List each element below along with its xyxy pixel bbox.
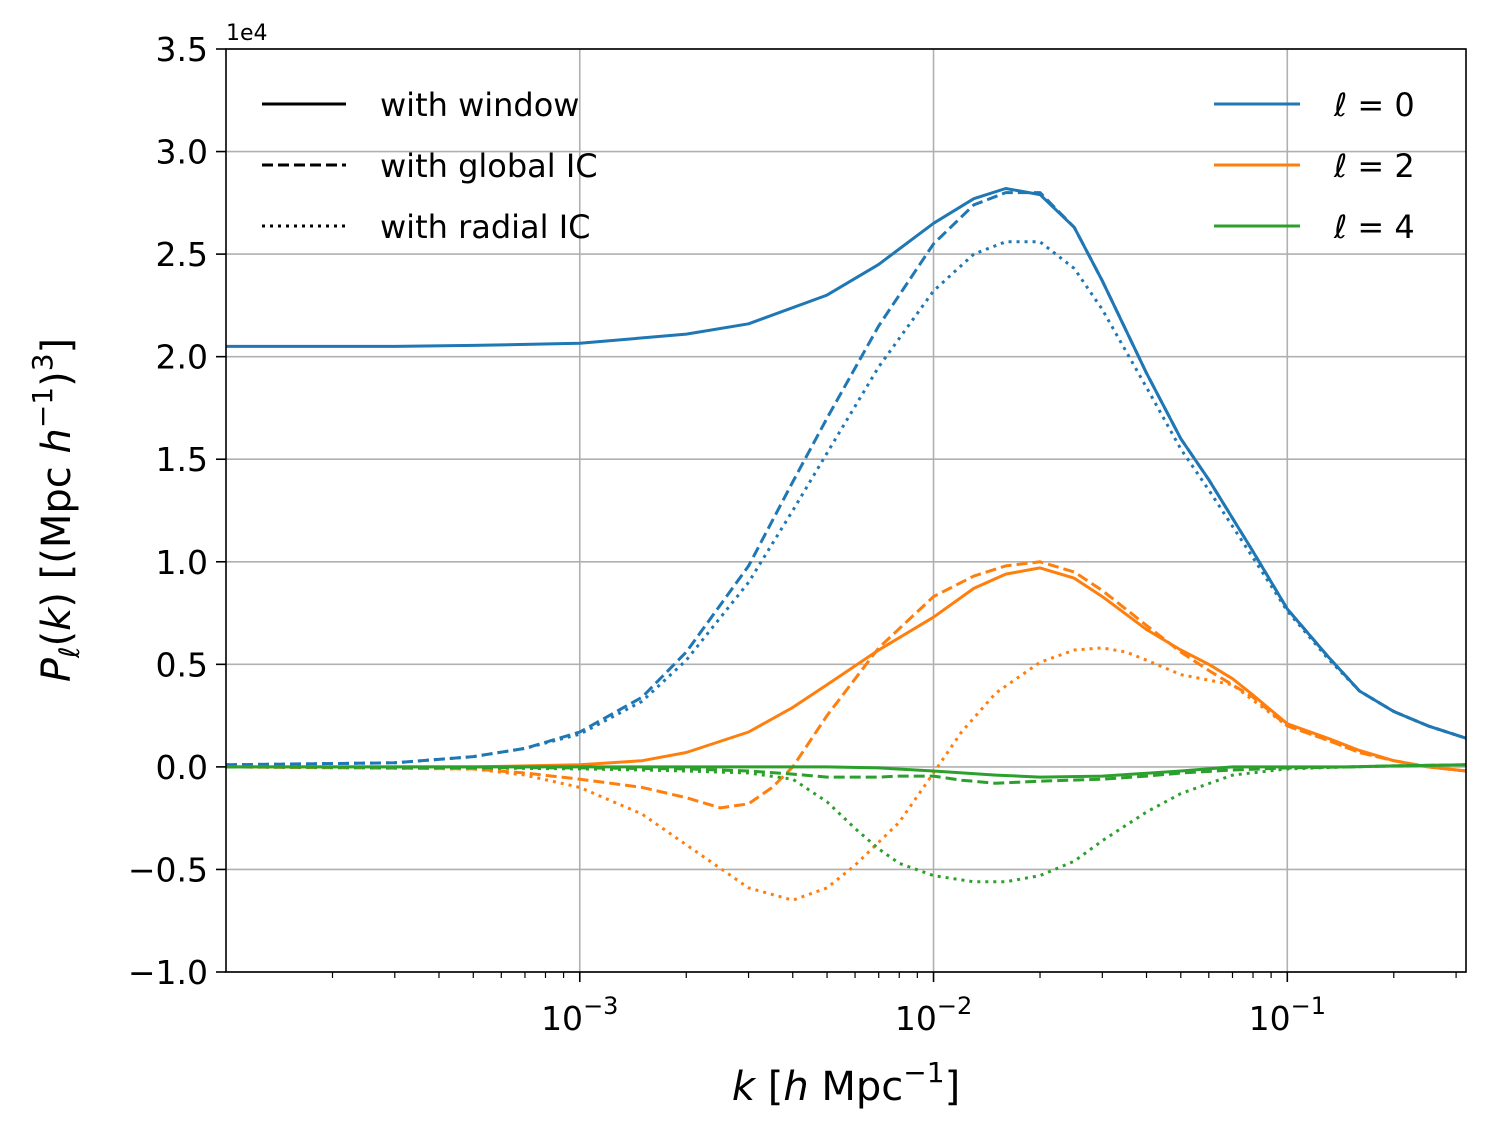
x-tick-label: 10−3 xyxy=(541,992,618,1038)
ticks: 3.5 3.0 2.5 2.0 1.5 1.0 0.5 0.0 −0.5 −1.0 10−3 10−2… xyxy=(128,30,1457,1038)
y-tick-label: 3.0 xyxy=(156,133,208,172)
legend-item-ell-4: ℓ = 4 xyxy=(1214,208,1415,246)
x-axis-label: k [h Mpc−1] xyxy=(732,1056,960,1110)
legend-item-with-radial-ic: with radial IC xyxy=(262,208,590,246)
y-tick-label: 2.0 xyxy=(156,338,208,377)
y-axis-label: Pℓ(k) [(Mpc h−1)3] xyxy=(26,338,86,682)
legend-item-with-window: with window xyxy=(262,86,579,124)
series-line xyxy=(225,763,1467,884)
y-tick-label: 1.5 xyxy=(156,440,208,479)
y-tick-label: 2.5 xyxy=(156,235,208,274)
y-tick-label: 0.0 xyxy=(156,748,208,787)
series-line xyxy=(225,560,1467,810)
legend-label-with-window: with window xyxy=(380,86,579,124)
legend-item-ell-2: ℓ = 2 xyxy=(1214,147,1415,185)
legend-label-ell-4: ℓ = 4 xyxy=(1333,208,1415,246)
y-tick-label: 1.0 xyxy=(156,543,208,582)
x-tick-label: 10−1 xyxy=(1249,992,1326,1038)
y-tick-label: 0.5 xyxy=(156,645,208,684)
series-line xyxy=(225,646,1467,902)
series-layer xyxy=(225,187,1467,902)
legend-label-with-global-ic: with global IC xyxy=(380,147,598,185)
legend-label-ell-2: ℓ = 2 xyxy=(1333,147,1415,185)
series-line xyxy=(225,191,1467,767)
x-tick-label: 10−2 xyxy=(895,992,972,1038)
plot-area-frame xyxy=(225,48,1467,973)
series-line xyxy=(225,763,1467,785)
legend-item-ell-0: ℓ = 0 xyxy=(1214,86,1415,124)
legend-item-with-global-ic: with global IC xyxy=(262,147,598,185)
y-offset-label: 1e4 xyxy=(226,21,268,46)
y-tick-label: −1.0 xyxy=(128,953,208,992)
y-tick-label: 3.5 xyxy=(156,30,208,69)
legend-line-styles: with window with global IC with radial I… xyxy=(262,86,598,246)
y-tick-label: −0.5 xyxy=(128,850,208,889)
series-line xyxy=(226,566,1467,773)
legend-multipoles: ℓ = 0 ℓ = 2 ℓ = 4 xyxy=(1214,86,1415,246)
legend-label-ell-0: ℓ = 0 xyxy=(1333,86,1415,124)
legend-label-with-radial-ic: with radial IC xyxy=(380,208,590,246)
